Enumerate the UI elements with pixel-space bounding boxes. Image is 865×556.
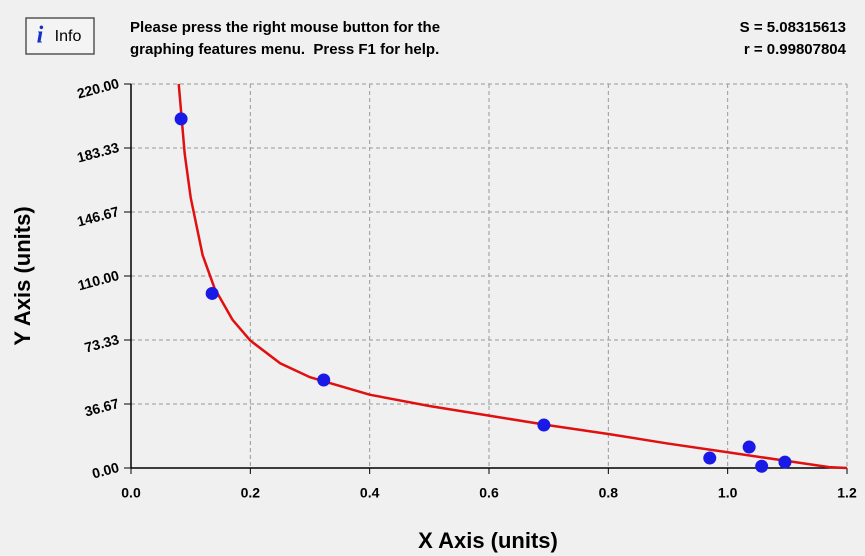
data-point	[755, 459, 769, 473]
data-point	[537, 418, 551, 432]
info-button[interactable]: i Info	[25, 17, 95, 55]
info-label[interactable]: Info	[55, 28, 82, 45]
data-point	[703, 451, 717, 465]
message-line: graphing features menu. Press F1 for hel…	[130, 41, 439, 58]
x-tick-label: 0.0	[121, 485, 141, 501]
fit-curve	[177, 83, 848, 470]
stat-r: r = 0.99807804	[744, 41, 847, 58]
x-tick-label: 1.0	[718, 485, 738, 501]
data-point	[742, 440, 756, 454]
x-tick-label: 0.8	[599, 485, 619, 501]
svg-text:i: i	[37, 23, 44, 49]
data-point	[317, 373, 331, 387]
x-axis-label: X Axis (units)	[418, 528, 558, 553]
x-tick-label: 1.2	[837, 485, 857, 501]
stat-s: S = 5.08315613	[740, 19, 846, 36]
y-axis-label: Y Axis (units)	[10, 206, 35, 345]
x-tick-label: 0.2	[241, 485, 261, 501]
y-tick-label: 0.00	[90, 459, 121, 482]
x-tick-label: 0.4	[360, 485, 380, 501]
data-point	[174, 112, 188, 126]
data-point	[778, 455, 792, 469]
x-tick-label: 0.6	[479, 485, 499, 501]
data-point	[205, 286, 219, 300]
message-line: Please press the right mouse button for …	[130, 19, 440, 36]
